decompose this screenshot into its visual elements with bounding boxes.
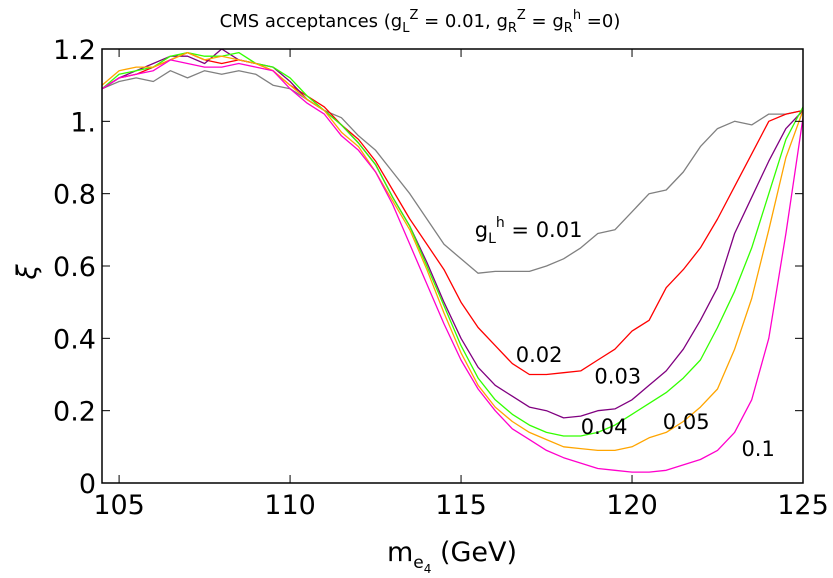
x-tick-label: 115 bbox=[435, 490, 487, 521]
x-tick-label: 120 bbox=[606, 490, 658, 521]
x-axis-label-sub: e bbox=[413, 553, 423, 573]
annotation-sup: h bbox=[496, 215, 505, 231]
x-axis-label-unit: (GeV) bbox=[431, 537, 517, 568]
y-tick-label: 0.2 bbox=[53, 397, 96, 428]
series-annotation-0: gLh = 0.01 bbox=[475, 215, 583, 247]
series-annotation-5: 0.1 bbox=[741, 437, 774, 461]
annotation-rest: = 0.01 bbox=[505, 218, 583, 242]
y-axis-label: ξ bbox=[12, 264, 43, 281]
chart-title-sup: Z bbox=[409, 8, 418, 23]
x-tick-label: 105 bbox=[93, 490, 145, 521]
chart-title: CMS acceptances (gLZ = 0.01, gRZ = gRh =… bbox=[220, 8, 621, 36]
series-line-3 bbox=[102, 51, 803, 437]
series-line-1 bbox=[102, 51, 803, 376]
series-annotation-1: 0.02 bbox=[516, 343, 563, 367]
x-axis-label-subsub: 4 bbox=[424, 562, 432, 576]
annotation-layer: gLh = 0.01 0.02 0.03 0.04 0.05 0.1 bbox=[475, 215, 775, 461]
y-tick-label: 0.8 bbox=[53, 180, 96, 211]
chart-title-sub: L bbox=[402, 21, 410, 36]
annotation-sub: L bbox=[488, 231, 496, 247]
series-layer bbox=[102, 49, 803, 473]
series-annotation-4: 0.05 bbox=[663, 410, 710, 434]
y-tick-label: 1.2 bbox=[53, 35, 96, 66]
annotation-main: g bbox=[475, 218, 488, 242]
chart-title-suffix: =0) bbox=[581, 11, 620, 32]
chart-title-sub: R bbox=[508, 21, 517, 36]
y-tick-label: 1. bbox=[70, 107, 96, 138]
tick-layer: 105 110 115 120 125 0 0.2 0.4 0.6 0.8 1. 1.2 bbox=[53, 35, 829, 521]
chart-title-text: = 0.01, g bbox=[418, 11, 507, 32]
series-line-0 bbox=[102, 70, 803, 274]
y-tick-label: 0.4 bbox=[53, 324, 96, 355]
chart-title-prefix: CMS acceptances (g bbox=[220, 11, 403, 32]
y-tick-label: 0.6 bbox=[53, 252, 96, 283]
chart-title-sub: R bbox=[564, 21, 573, 36]
chart-title-text: = g bbox=[526, 11, 564, 32]
x-axis-label: me4 (GeV) bbox=[387, 537, 517, 576]
x-tick-label: 125 bbox=[777, 490, 829, 521]
series-line-2 bbox=[102, 49, 803, 419]
chart-title-sup: Z bbox=[517, 8, 526, 23]
y-tick-label: 0 bbox=[79, 469, 96, 500]
chart-title-sup: h bbox=[573, 8, 581, 23]
x-tick-label: 110 bbox=[264, 490, 316, 521]
series-line-4 bbox=[102, 51, 803, 452]
x-axis-label-main: m bbox=[387, 537, 413, 568]
series-annotation-3: 0.04 bbox=[581, 415, 628, 439]
series-line-5 bbox=[102, 59, 803, 473]
series-annotation-2: 0.03 bbox=[594, 365, 641, 389]
